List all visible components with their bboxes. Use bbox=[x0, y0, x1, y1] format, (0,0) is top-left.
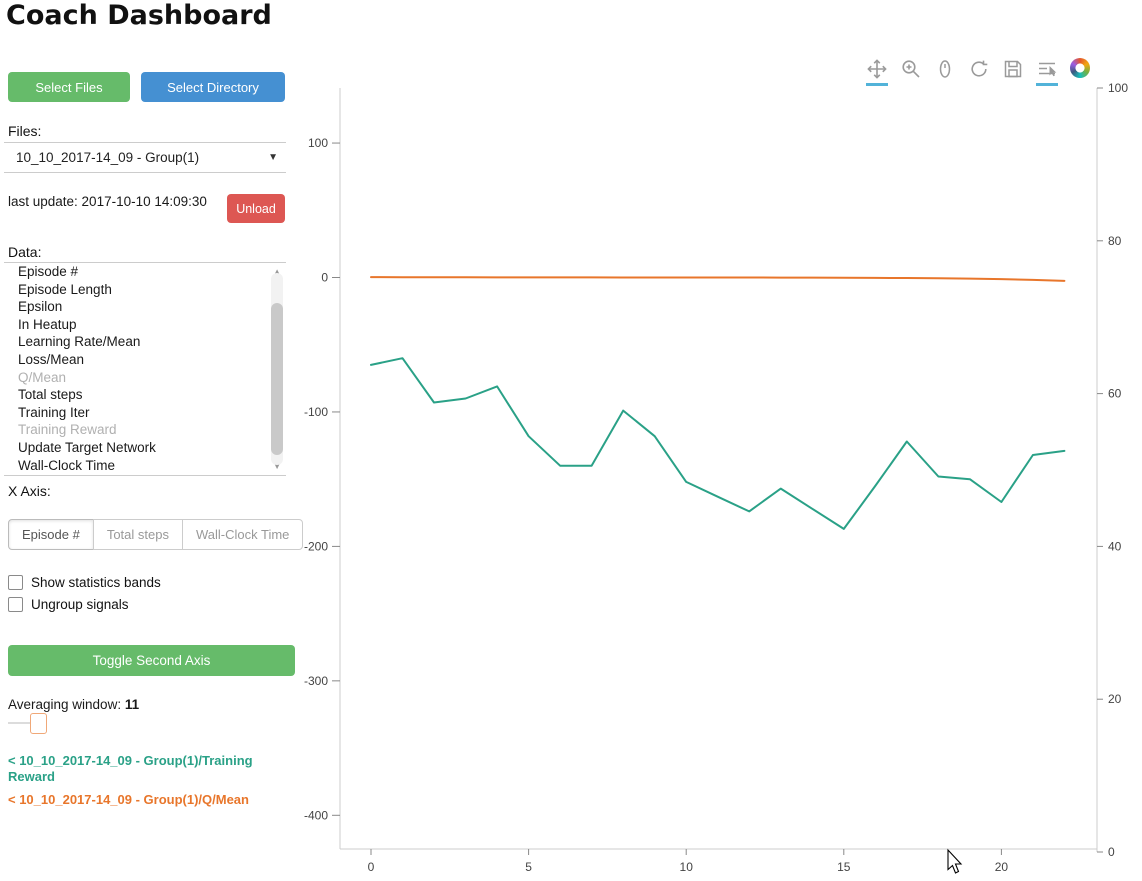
last-update-text: last update: 2017-10-10 14:09:30 bbox=[8, 194, 207, 209]
x-tick-label: 5 bbox=[525, 860, 532, 874]
reset-icon[interactable] bbox=[968, 58, 990, 86]
box-zoom-icon[interactable] bbox=[900, 58, 922, 86]
series-line bbox=[370, 276, 1066, 282]
file-select-value: 10_10_2017-14_09 - Group(1) bbox=[16, 150, 200, 165]
right-tick-label: 40 bbox=[1108, 539, 1122, 553]
series-line bbox=[370, 357, 1066, 530]
left-tick-label: 0 bbox=[321, 271, 328, 285]
chart-legend: < 10_10_2017-14_09 - Group(1)/Training R… bbox=[8, 753, 290, 815]
x-tick-label: 20 bbox=[995, 860, 1009, 874]
hover-icon[interactable] bbox=[1036, 58, 1058, 86]
data-list-item[interactable]: Episode # bbox=[18, 264, 79, 279]
averaging-slider-handle[interactable] bbox=[30, 713, 47, 734]
data-list-item[interactable]: In Heatup bbox=[18, 316, 77, 332]
scroll-down-icon[interactable]: ▼ bbox=[273, 462, 281, 471]
right-tick-label: 60 bbox=[1108, 387, 1122, 401]
x-axis-option-episode[interactable]: Episode # bbox=[8, 519, 94, 550]
files-label: Files: bbox=[8, 123, 42, 139]
list-scrollbar[interactable] bbox=[271, 273, 283, 465]
data-list-item[interactable]: Update Target Network bbox=[18, 439, 156, 455]
show-statistics-bands-checkbox[interactable] bbox=[8, 575, 23, 590]
toggle-second-axis-button[interactable]: Toggle Second Axis bbox=[8, 645, 295, 676]
x-axis-option-group: Episode # Total steps Wall-Clock Time bbox=[8, 519, 304, 550]
data-list-item[interactable]: Q/Mean bbox=[18, 369, 67, 385]
data-list-item[interactable]: Training Iter bbox=[18, 404, 90, 420]
list-scrollbar-thumb[interactable] bbox=[271, 303, 283, 455]
ungroup-signals-checkbox[interactable] bbox=[8, 597, 23, 612]
averaging-window-value: 11 bbox=[124, 697, 140, 712]
data-list-item[interactable]: Episode Length bbox=[18, 281, 112, 297]
left-tick-label: 100 bbox=[308, 136, 328, 150]
averaging-slider-track[interactable] bbox=[8, 722, 34, 724]
data-label: Data: bbox=[8, 244, 42, 260]
averaging-window-row: Averaging window: 11 bbox=[8, 697, 139, 712]
data-list-item[interactable]: Epsilon bbox=[18, 299, 63, 315]
scroll-up-icon[interactable]: ▲ bbox=[273, 267, 281, 276]
ungroup-signals-row: Ungroup signals bbox=[8, 597, 129, 612]
save-icon[interactable] bbox=[1002, 58, 1024, 86]
data-list-item[interactable]: Total steps bbox=[18, 387, 83, 403]
file-select-dropdown[interactable]: 10_10_2017-14_09 - Group(1) ▼ bbox=[4, 142, 286, 173]
right-tick-label: 20 bbox=[1108, 692, 1122, 706]
x-tick-label: 10 bbox=[680, 860, 694, 874]
right-tick-label: 100 bbox=[1108, 81, 1128, 95]
x-axis-option-wall-clock[interactable]: Wall-Clock Time bbox=[181, 519, 304, 550]
chevron-down-icon: ▼ bbox=[268, 152, 278, 163]
legend-entry-training-reward[interactable]: < 10_10_2017-14_09 - Group(1)/Training R… bbox=[8, 753, 253, 784]
unload-button[interactable]: Unload bbox=[227, 194, 285, 223]
mouse-cursor bbox=[947, 848, 963, 874]
x-tick-label: 15 bbox=[837, 860, 851, 874]
data-list-item[interactable]: Training Reward bbox=[18, 422, 117, 438]
select-directory-button[interactable]: Select Directory bbox=[141, 72, 285, 102]
left-tick-label: -200 bbox=[304, 539, 328, 553]
x-axis-label: X Axis: bbox=[8, 483, 51, 499]
right-tick-label: 80 bbox=[1108, 234, 1122, 248]
averaging-window-label: Averaging window: bbox=[8, 697, 122, 712]
legend-entry-q-mean[interactable]: < 10_10_2017-14_09 - Group(1)/Q/Mean bbox=[8, 792, 249, 807]
wheel-zoom-icon[interactable] bbox=[934, 58, 956, 86]
chart-toolbar bbox=[866, 58, 1092, 86]
data-list-item[interactable]: Wall-Clock Time bbox=[18, 457, 116, 473]
pan-icon[interactable] bbox=[866, 58, 888, 86]
right-tick-label: 0 bbox=[1108, 845, 1115, 859]
ungroup-signals-label: Ungroup signals bbox=[31, 597, 129, 612]
left-tick-label: -300 bbox=[304, 674, 328, 688]
left-tick-label: -400 bbox=[304, 808, 328, 822]
data-list-item[interactable]: Learning Rate/Mean bbox=[18, 334, 141, 350]
data-list-item[interactable]: Loss/Mean bbox=[18, 351, 85, 367]
select-files-button[interactable]: Select Files bbox=[8, 72, 130, 102]
data-signal-list[interactable]: ▲ ▼ Episode # Episode Length Epsilon In Hea… bbox=[4, 262, 286, 476]
show-statistics-bands-label: Show statistics bands bbox=[31, 575, 161, 590]
bokeh-logo-icon[interactable] bbox=[1070, 58, 1092, 86]
x-tick-label: 0 bbox=[368, 860, 375, 874]
x-axis-option-total-steps[interactable]: Total steps bbox=[92, 519, 183, 550]
show-statistics-bands-row: Show statistics bands bbox=[8, 575, 161, 590]
page-title: Coach Dashboard bbox=[6, 0, 272, 31]
left-tick-label: -100 bbox=[304, 405, 328, 419]
